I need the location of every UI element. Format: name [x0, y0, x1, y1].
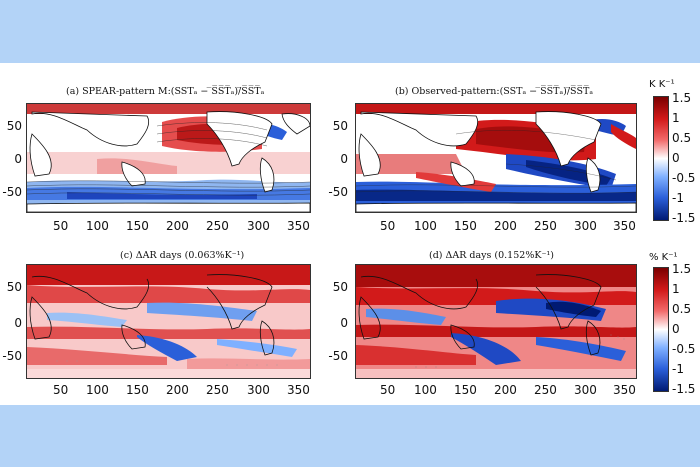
bottom-colorbar-tick-0: 0 [672, 322, 680, 336]
panel-c-map-svg [27, 265, 310, 378]
panel-c-xtick-150: 150 [126, 383, 149, 397]
panel-c-map [26, 264, 311, 379]
top-colorbar [653, 96, 669, 221]
panel-d-xtick-300: 300 [574, 383, 597, 397]
figure: (a) SPEAR-pattern M:(SSTₐ − ̅S̅S̅T̅ₐ)/̅S… [0, 63, 700, 405]
panel-d-xtick-100: 100 [414, 383, 437, 397]
panel-a-xtick-250: 250 [206, 219, 229, 233]
panel-b-xtick-350: 350 [613, 219, 636, 233]
bottom-colorbar-tick-1: 1 [672, 282, 680, 296]
panel-d-map-svg [356, 265, 636, 378]
panel-c-xtick-300: 300 [247, 383, 270, 397]
panel-d-ytick-minus50: -50 [328, 349, 348, 363]
panel-d-xtick-250: 250 [534, 383, 557, 397]
panel-a-xtick-200: 200 [166, 219, 189, 233]
panel-c-ytick-50: 50 [6, 280, 22, 294]
panel-b-xtick-50: 50 [380, 219, 396, 233]
panel-d-xtick-350: 350 [613, 383, 636, 397]
panel-c-xtick-200: 200 [166, 383, 189, 397]
panel-c-ytick-0: 0 [14, 316, 22, 330]
panel-a-xtick-300: 300 [247, 219, 270, 233]
panel-d-ytick-50: 50 [332, 280, 348, 294]
panel-b-xtick-300: 300 [574, 219, 597, 233]
bottom-colorbar [653, 267, 669, 392]
bottom-colorbar-tick-1.5: 1.5 [672, 262, 692, 276]
panel-a-map-svg [27, 104, 310, 212]
panel-a-xtick-350: 350 [287, 219, 310, 233]
top-colorbar-tick-minus1: -1 [672, 191, 684, 205]
panel-d-ytick-0: 0 [340, 316, 348, 330]
panel-d-xtick-200: 200 [494, 383, 517, 397]
panel-a-xtick-150: 150 [126, 219, 149, 233]
panel-b-ytick-50: 50 [332, 119, 348, 133]
panel-a-xtick-50: 50 [53, 219, 69, 233]
panel-b-xtick-150: 150 [454, 219, 477, 233]
bottom-colorbar-tick-0.5: 0.5 [672, 302, 692, 316]
top-colorbar-tick-1: 1 [672, 111, 680, 125]
panel-d-title: (d) ΔAR days (0.152%K⁻¹) [429, 250, 554, 261]
panel-c-xtick-50: 50 [53, 383, 69, 397]
top-colorbar-tick-minus0.5: -0.5 [672, 171, 696, 185]
top-colorbar-tick-0.5: 0.5 [672, 131, 692, 145]
top-colorbar-tick-0: 0 [672, 151, 680, 165]
bottom-colorbar-unit: % K⁻¹ [649, 252, 678, 263]
panel-a-title: (a) SPEAR-pattern M:(SSTₐ − ̅S̅S̅T̅ₐ)/̅S… [66, 86, 265, 97]
panel-d-xtick-50: 50 [380, 383, 396, 397]
panel-a-ytick-minus50: -50 [2, 185, 22, 199]
panel-b-map-svg [356, 104, 636, 212]
panel-a-map [26, 103, 311, 213]
panel-d-map [355, 264, 637, 379]
panel-a-ytick-50: 50 [6, 119, 22, 133]
bottom-colorbar-tick-minus0.5: -0.5 [672, 342, 696, 356]
panel-b-xtick-250: 250 [534, 219, 557, 233]
panel-d-xtick-150: 150 [454, 383, 477, 397]
bottom-colorbar-tick-minus1: -1 [672, 362, 684, 376]
panel-b-ytick-minus50: -50 [328, 185, 348, 199]
panel-b-title: (b) Observed-pattern:(SSTₐ − ̅S̅S̅T̅ₐ)/̅… [395, 86, 594, 97]
top-colorbar-unit: K K⁻¹ [649, 79, 675, 90]
panel-b-xtick-200: 200 [494, 219, 517, 233]
panel-b-xtick-100: 100 [414, 219, 437, 233]
top-colorbar-tick-1.5: 1.5 [672, 91, 692, 105]
top-colorbar-tick-minus1.5: -1.5 [672, 211, 696, 225]
panel-a-ytick-0: 0 [14, 152, 22, 166]
panel-c-ytick-minus50: -50 [2, 349, 22, 363]
panel-c-title: (c) ΔAR days (0.063%K⁻¹) [120, 250, 245, 261]
panel-c-xtick-350: 350 [287, 383, 310, 397]
panel-a-xtick-100: 100 [86, 219, 109, 233]
panel-b-map [355, 103, 637, 213]
panel-b-ytick-0: 0 [340, 152, 348, 166]
bottom-colorbar-tick-minus1.5: -1.5 [672, 382, 696, 396]
panel-c-xtick-250: 250 [206, 383, 229, 397]
panel-c-xtick-100: 100 [86, 383, 109, 397]
